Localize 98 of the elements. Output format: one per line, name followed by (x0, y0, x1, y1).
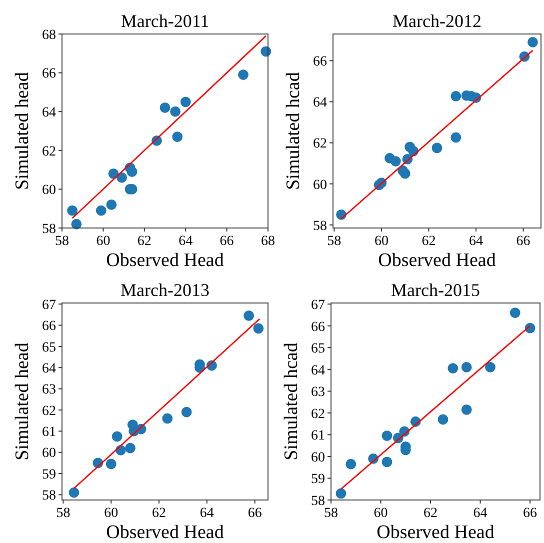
x-tick-label: 64 (473, 506, 488, 521)
point (485, 362, 496, 372)
y-tick-label: 64 (311, 363, 325, 378)
x-axis-title: Observed Head (376, 522, 495, 543)
point (181, 406, 192, 418)
x-tick-label: 58 (56, 506, 70, 521)
y-tick-label: 61 (311, 428, 325, 444)
point (170, 106, 180, 117)
x-tick-label: 58 (324, 506, 338, 521)
point (68, 487, 80, 498)
y-tick-label: 64 (313, 96, 327, 111)
x-tick-label: 58 (55, 234, 69, 249)
y-tick-label: 67 (311, 298, 325, 313)
y-axis-title: Simulated hcad (281, 342, 302, 460)
y-tick-label: 62 (42, 144, 56, 160)
point (238, 70, 248, 80)
x-tick-label: 64 (178, 234, 193, 249)
point (162, 413, 173, 424)
x-tick-label: 60 (374, 506, 388, 521)
x-tick-label: 68 (261, 234, 275, 249)
point (67, 205, 78, 216)
y-tick-label: 59 (311, 472, 325, 488)
point (253, 323, 264, 334)
x-axis-title: Observed Head (106, 522, 224, 543)
x-tick-label: 62 (152, 506, 166, 521)
y-tick-label: 58 (42, 488, 56, 504)
y-tick-label: 63 (311, 385, 325, 400)
chart-title: March-2011 (120, 11, 210, 31)
x-tick-label: 66 (523, 506, 538, 521)
y-tick-label: 62 (311, 406, 325, 422)
y-tick-label: 65 (42, 340, 56, 356)
point (450, 132, 462, 143)
y-tick-label: 65 (311, 342, 325, 357)
point (382, 430, 392, 441)
x-tick-label: 64 (200, 506, 214, 521)
y-tick-label: 63 (42, 382, 56, 398)
y-tick-label: 64 (42, 106, 56, 120)
y-axis-title: Simulated hcad (283, 72, 304, 190)
chart-title: March-2015 (391, 280, 480, 300)
y-axis-title: Simulated head (12, 72, 33, 190)
y-tick-label: 66 (42, 319, 56, 334)
x-tick-label: 66 (516, 234, 530, 249)
x-tick-label: 60 (96, 234, 110, 249)
x-tick-label: 58 (327, 234, 342, 249)
x-tick-label: 60 (104, 506, 118, 521)
x-axis-title: Observed Head (378, 250, 496, 271)
y-tick-label: 66 (311, 320, 325, 335)
point (125, 442, 136, 454)
x-tick-label: 66 (248, 506, 262, 521)
point (71, 218, 82, 230)
point (160, 102, 170, 113)
x-axis-title: Observed Head (106, 250, 224, 271)
point (461, 404, 472, 415)
point (106, 200, 117, 210)
x-tick-label: 64 (469, 234, 483, 249)
point (528, 37, 538, 48)
y-tick-label: 68 (42, 28, 56, 43)
point (244, 310, 254, 321)
y-tick-label: 58 (42, 222, 56, 237)
point (96, 205, 106, 216)
point (450, 91, 462, 102)
x-tick-label: 62 (424, 506, 438, 521)
y-tick-label: 66 (42, 66, 56, 82)
y-tick-label: 60 (313, 178, 327, 193)
point (398, 165, 408, 176)
y-tick-label: 58 (311, 494, 325, 509)
point (126, 166, 138, 177)
point (172, 132, 183, 142)
chart-title: March-2012 (392, 11, 482, 31)
point (336, 488, 346, 499)
y-tick-label: 60 (42, 183, 56, 198)
chart-title: March-2013 (120, 280, 210, 300)
y-tick-label: 59 (42, 467, 56, 482)
y-tick-label: 66 (313, 54, 327, 70)
y-tick-label: 62 (42, 404, 56, 419)
y-tick-label: 67 (42, 298, 56, 313)
point (461, 362, 472, 372)
point (432, 142, 442, 154)
y-tick-label: 62 (313, 136, 327, 152)
x-tick-label: 60 (374, 234, 388, 249)
y-tick-label: 64 (42, 362, 56, 377)
y-tick-label: 60 (311, 450, 325, 466)
point (390, 156, 401, 166)
x-tick-label: 62 (137, 234, 152, 249)
y-tick-label: 61 (42, 425, 56, 440)
point (382, 456, 392, 468)
y-tick-label: 60 (42, 446, 56, 462)
point (510, 308, 520, 318)
point (346, 458, 356, 470)
point (180, 96, 191, 108)
x-tick-label: 62 (422, 234, 436, 249)
point (448, 363, 458, 374)
y-axis-title: Simulated head (12, 342, 33, 460)
x-tick-label: 66 (220, 234, 234, 249)
y-tick-label: 58 (313, 218, 327, 234)
point (106, 458, 116, 470)
point (112, 431, 122, 442)
point (438, 414, 448, 425)
